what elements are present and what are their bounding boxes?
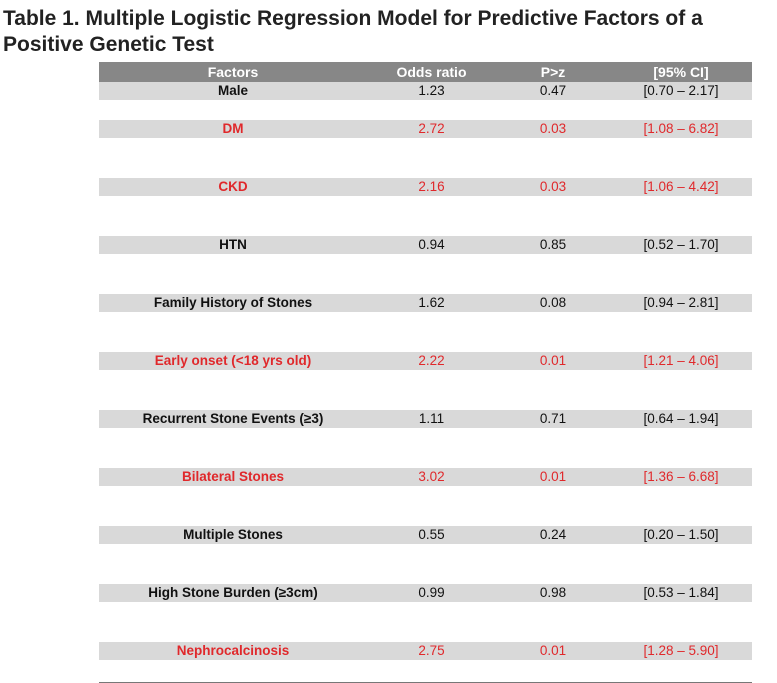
cell-factor: High Stone Burden (≥3cm) <box>148 585 318 600</box>
cell-p-value: 0.01 <box>539 469 567 484</box>
cell-confidence-interval: [0.53 – 1.84] <box>643 585 719 600</box>
table-row-cells: Nephrocalcinosis 2.75 0.01 [1.28 – 5.90] <box>99 642 752 660</box>
table-row: CKD 2.16 0.03 [1.06 – 4.42] <box>99 178 752 216</box>
cell-confidence-interval: [0.52 – 1.70] <box>643 237 719 252</box>
table-row-cells: Family History of Stones 1.62 0.08 [0.94 – … <box>99 294 752 312</box>
cell-confidence-interval: [1.28 – 5.90] <box>643 643 719 658</box>
table-header: Factors Odds ratio P>z [95% CI] <box>99 62 752 82</box>
table-row-cells: Bilateral Stones 3.02 0.01 [1.36 – 6.68] <box>99 468 752 486</box>
cell-odds-ratio: 3.02 <box>418 469 445 484</box>
cell-confidence-interval: [1.21 – 4.06] <box>643 353 719 368</box>
table-row-cells: Early onset (<18 yrs old) 2.22 0.01 [1.21 –… <box>99 352 752 370</box>
cell-odds-ratio: 2.72 <box>418 121 445 136</box>
cell-factor: Bilateral Stones <box>181 469 285 484</box>
cell-factor: Early onset (<18 yrs old) <box>154 353 312 368</box>
table-row: Early onset (<18 yrs old) 2.22 0.01 [1.21 –… <box>99 352 752 390</box>
cell-odds-ratio: 2.22 <box>418 353 445 368</box>
table-title: Table 1. Multiple Logistic Regression Mo… <box>3 7 703 56</box>
cell-odds-ratio: 2.75 <box>418 643 445 658</box>
cell-factor: Recurrent Stone Events (≥3) <box>142 411 324 426</box>
cell-factor: Multiple Stones <box>183 527 283 542</box>
cell-factor: Family History of Stones <box>153 295 313 310</box>
cell-factor: HTN <box>219 237 247 252</box>
cell-factor: Nephrocalcinosis <box>176 643 290 658</box>
cell-confidence-interval: [1.36 – 6.68] <box>643 469 719 484</box>
table-body: Male 1.23 0.47 [0.70 – 2.17] DM 2.72 0.03 [1.08… <box>99 82 752 680</box>
table-row-cells: Male 1.23 0.47 [0.70 – 2.17] <box>99 82 752 100</box>
cell-p-value: 0.24 <box>539 527 567 542</box>
table-row-cells: HTN 0.94 0.85 [0.52 – 1.70] <box>99 236 752 254</box>
cell-p-value: 0.08 <box>539 295 567 310</box>
table-row: Family History of Stones 1.62 0.08 [0.94 – … <box>99 294 752 332</box>
table-row: Nephrocalcinosis 2.75 0.01 [1.28 – 5.90] <box>99 642 752 680</box>
regression-table: Factors Odds ratio P>z [95% CI] Male 1.23… <box>99 62 752 683</box>
cell-factor: CKD <box>218 179 248 194</box>
cell-p-value: 0.98 <box>539 585 567 600</box>
cell-p-value: 0.71 <box>539 411 567 426</box>
table-row-cells: DM 2.72 0.03 [1.08 – 6.82] <box>99 120 752 138</box>
table-row-cells: CKD 2.16 0.03 [1.06 – 4.42] <box>99 178 752 196</box>
header-confidence-interval: [95% CI] <box>653 64 709 80</box>
cell-confidence-interval: [1.06 – 4.42] <box>643 179 719 194</box>
table-row: HTN 0.94 0.85 [0.52 – 1.70] <box>99 236 752 274</box>
table-row: Male 1.23 0.47 [0.70 – 2.17] <box>99 82 752 100</box>
cell-odds-ratio: 0.55 <box>418 527 445 542</box>
table-row-cells: High Stone Burden (≥3cm) 0.99 0.98 [0.53 – … <box>99 584 752 602</box>
table-row: High Stone Burden (≥3cm) 0.99 0.98 [0.53 – … <box>99 584 752 622</box>
cell-confidence-interval: [0.70 – 2.17] <box>643 83 719 98</box>
cell-p-value: 0.03 <box>539 121 567 136</box>
cell-confidence-interval: [1.08 – 6.82] <box>643 121 719 136</box>
table-row: DM 2.72 0.03 [1.08 – 6.82] <box>99 120 752 158</box>
header-odds-ratio: Odds ratio <box>396 64 467 80</box>
cell-p-value: 0.01 <box>539 643 567 658</box>
cell-p-value: 0.85 <box>539 237 567 252</box>
cell-p-value: 0.03 <box>539 179 567 194</box>
cell-factor: DM <box>222 121 244 136</box>
cell-odds-ratio: 1.62 <box>418 295 445 310</box>
header-factors: Factors <box>207 64 259 80</box>
table-row: Multiple Stones 0.55 0.24 [0.20 – 1.50] <box>99 526 752 564</box>
cell-p-value: 0.01 <box>539 353 567 368</box>
cell-odds-ratio: 1.23 <box>418 83 445 98</box>
table-row: Recurrent Stone Events (≥3) 1.11 0.71 [0.64… <box>99 410 752 448</box>
table-row-cells: Multiple Stones 0.55 0.24 [0.20 – 1.50] <box>99 526 752 544</box>
cell-p-value: 0.47 <box>539 83 567 98</box>
cell-confidence-interval: [0.64 – 1.94] <box>643 411 719 426</box>
table-row-cells: Recurrent Stone Events (≥3) 1.11 0.71 [0.64… <box>99 410 752 428</box>
cell-odds-ratio: 1.11 <box>418 411 445 426</box>
cell-confidence-interval: [0.20 – 1.50] <box>643 527 719 542</box>
cell-odds-ratio: 0.94 <box>418 237 445 252</box>
cell-odds-ratio: 0.99 <box>418 585 445 600</box>
cell-factor: Male <box>217 83 248 98</box>
cell-confidence-interval: [0.94 – 2.81] <box>643 295 719 310</box>
header-p-value: P>z <box>540 64 566 80</box>
cell-odds-ratio: 2.16 <box>418 179 445 194</box>
table-row: Bilateral Stones 3.02 0.01 [1.36 – 6.68] <box>99 468 752 506</box>
